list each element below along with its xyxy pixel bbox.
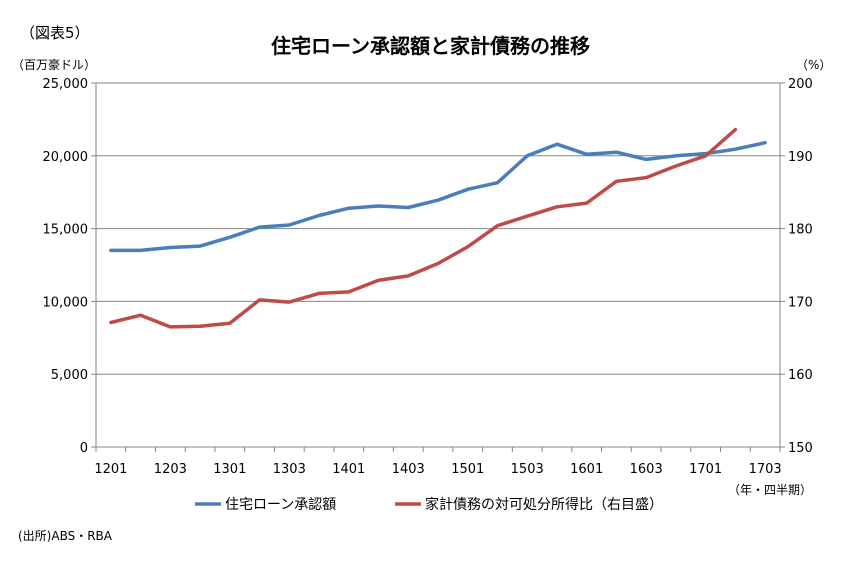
left-axis-unit-label: （百万豪ドル） <box>12 58 97 72</box>
legend-label-1: 住宅ローン承認額 <box>225 497 336 513</box>
left-tick-label: 5,000 <box>51 368 88 383</box>
right-axis-tick-labels: 200 190 180 170 160 150 <box>788 77 813 456</box>
left-tick-label: 25,000 <box>43 77 89 92</box>
right-tick-label: 150 <box>788 441 813 456</box>
legend: 住宅ローン承認額 家計債務の対可処分所得比（右目盛） <box>195 496 663 513</box>
x-tick-label: 1603 <box>630 462 663 477</box>
right-axis-unit-label: （%） <box>796 58 832 72</box>
source-note: (出所)ABS・RBA <box>18 529 112 543</box>
x-axis-unit-label: （年・四半期） <box>728 483 813 497</box>
x-tick-label: 1303 <box>273 462 306 477</box>
gridlines <box>96 82 780 375</box>
left-tick-label: 0 <box>80 441 88 456</box>
right-tick-label: 200 <box>788 77 813 92</box>
x-tick-label: 1703 <box>749 462 782 477</box>
series-line-2 <box>109 127 738 329</box>
x-tick-label: 1501 <box>451 462 484 477</box>
x-tick-label: 1701 <box>689 462 722 477</box>
x-tick-label: 1401 <box>332 462 365 477</box>
left-axis-tick-labels: 25,000 20,000 15,000 10,000 5,000 0 <box>43 77 89 456</box>
right-tick-label: 170 <box>788 295 813 310</box>
right-tick-label: 190 <box>788 150 813 165</box>
x-tick-label: 1201 <box>94 462 127 477</box>
left-tick-label: 10,000 <box>43 295 89 310</box>
x-tick-label: 1601 <box>570 462 603 477</box>
chart-title: 住宅ローン承認額と家計債務の推移 <box>271 34 590 58</box>
left-tick-label: 20,000 <box>43 150 89 165</box>
right-tick-label: 160 <box>788 368 813 383</box>
x-tick-label: 1403 <box>392 462 425 477</box>
x-tick-label: 1203 <box>154 462 187 477</box>
x-tick-label: 1301 <box>213 462 246 477</box>
right-tick-label: 180 <box>788 223 813 238</box>
figure-label: （図表5） <box>20 24 90 42</box>
x-axis-tick-labels: 1201 1203 1301 1303 1401 1403 1501 1503 1601 1603… <box>94 462 781 477</box>
series-line-1 <box>109 140 767 253</box>
x-tick-label: 1503 <box>511 462 544 477</box>
plot-area-border <box>95 82 781 448</box>
series-lines <box>109 127 767 329</box>
axes <box>91 82 785 452</box>
left-tick-label: 15,000 <box>43 223 89 238</box>
legend-label-2: 家計債務の対可処分所得比（右目盛） <box>425 496 663 513</box>
